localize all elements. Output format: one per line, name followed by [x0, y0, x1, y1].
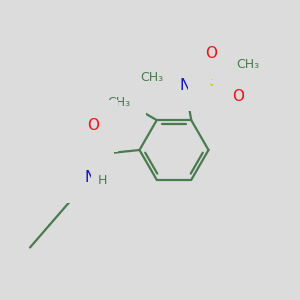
- Text: CH₃: CH₃: [141, 71, 164, 84]
- Text: N: N: [180, 78, 191, 93]
- Text: S: S: [208, 72, 219, 90]
- Text: CH₃: CH₃: [108, 96, 131, 109]
- Text: O: O: [232, 88, 244, 104]
- Text: H: H: [98, 174, 107, 187]
- Text: O: O: [88, 118, 100, 134]
- Text: O: O: [205, 46, 217, 61]
- Text: N: N: [84, 169, 96, 184]
- Text: CH₃: CH₃: [236, 58, 259, 71]
